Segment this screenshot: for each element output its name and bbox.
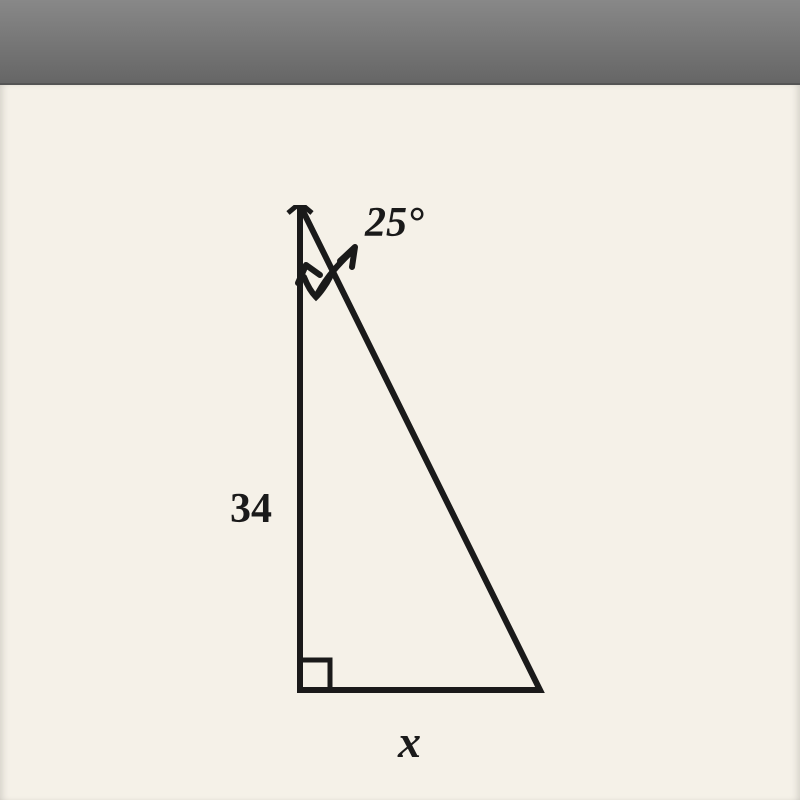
angle-label: 25°: [365, 199, 424, 247]
right-angle-marker: [300, 660, 330, 690]
opposite-side-label: x: [398, 715, 421, 768]
browser-top-bar: [0, 0, 800, 85]
triangle-diagram: 25° 34 x: [180, 205, 620, 765]
triangle-path: [300, 205, 540, 690]
adjacent-side-label: 34: [230, 485, 272, 533]
page-background: 25° 34 x: [0, 85, 800, 800]
